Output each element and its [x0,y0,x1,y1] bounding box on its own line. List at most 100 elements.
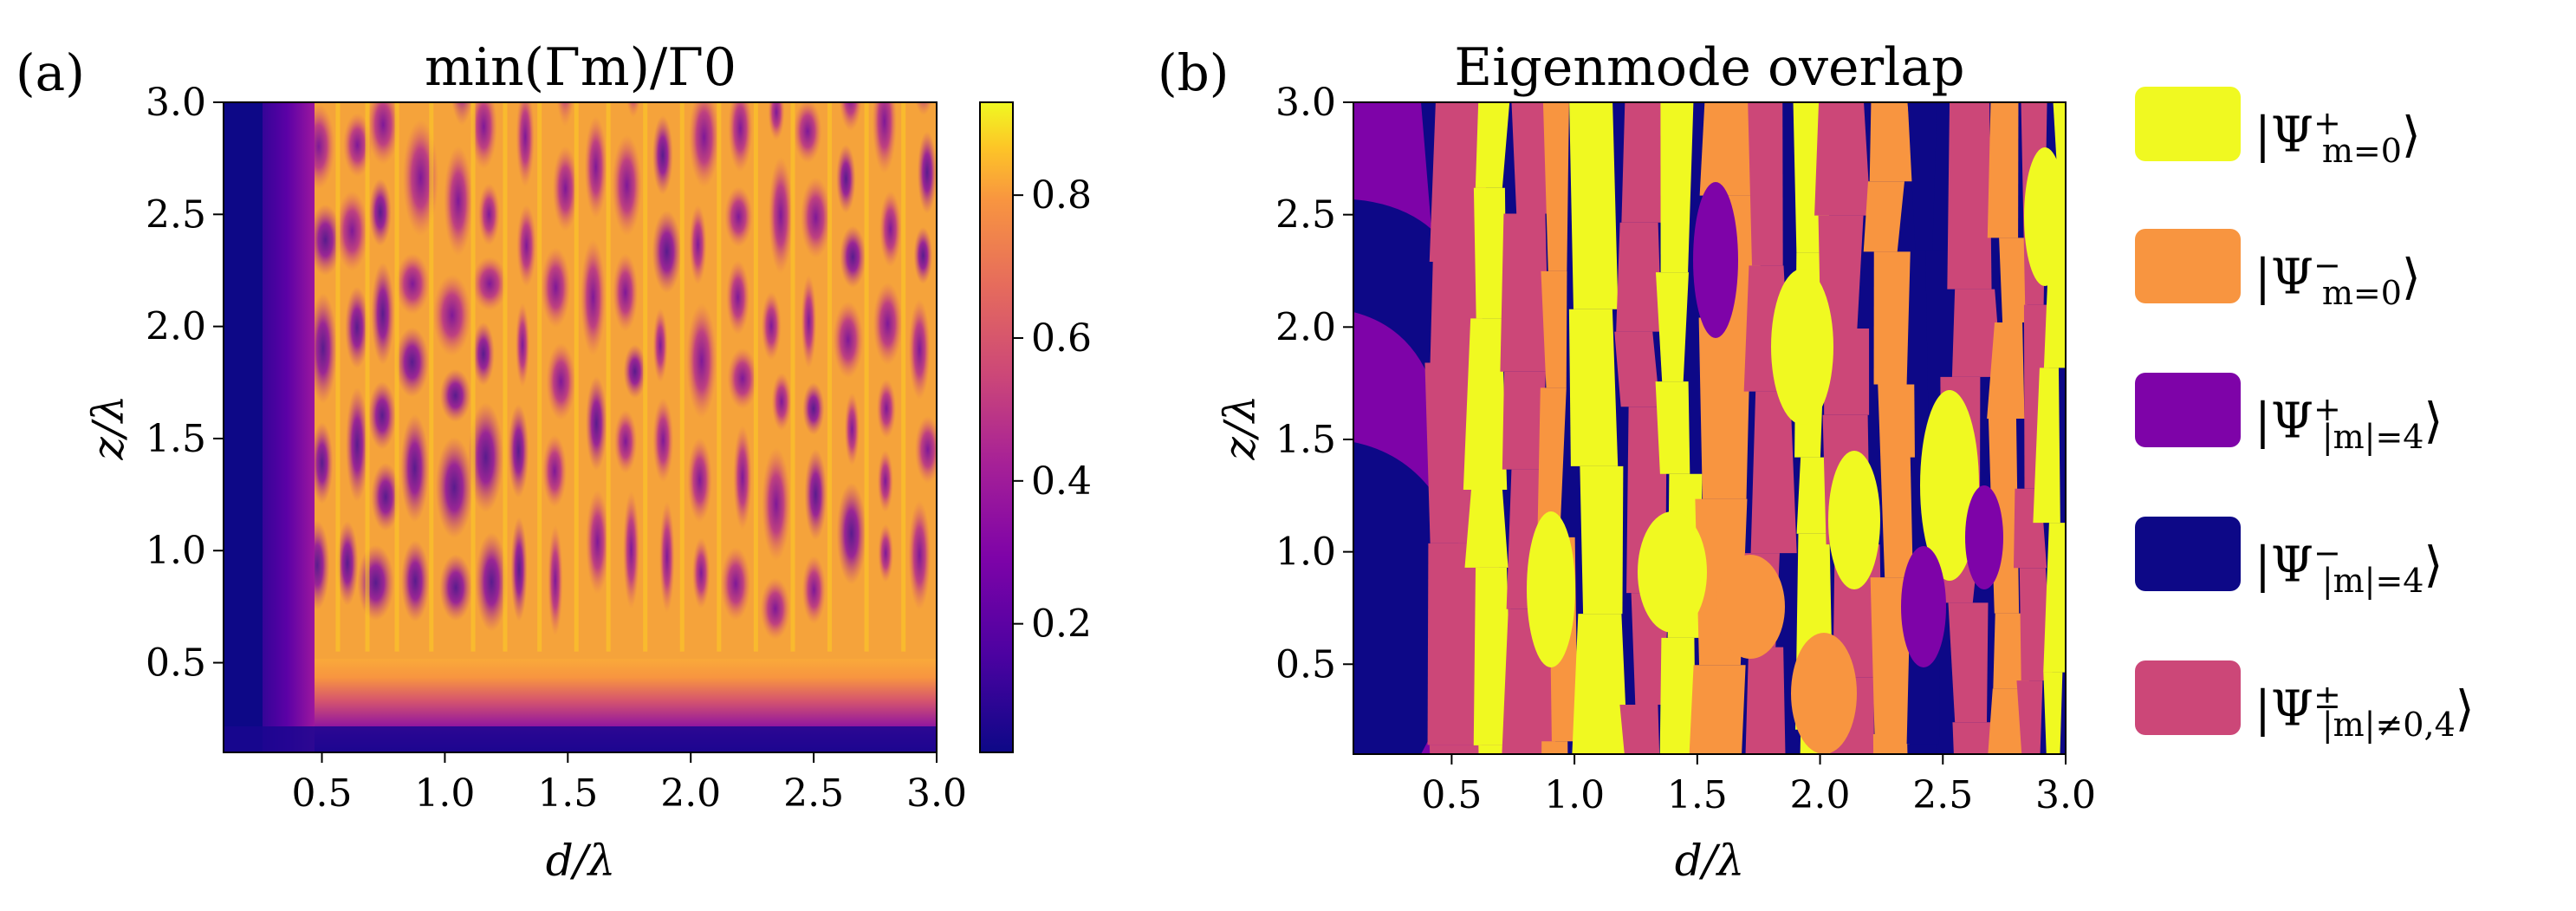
legend-swatch [2135,517,2241,591]
heatmap-a-cell [468,402,503,513]
overlap-region [1693,182,1738,338]
colorbar [980,102,1013,752]
legend-item-psi-minus-m0: |Ψ−m=0⟩ [2132,229,2565,316]
heatmap-a-cell [908,500,931,610]
heatmap-a-cell [914,415,937,484]
legend-label: |Ψ±|m|≠0,4⟩ [2255,678,2475,744]
heatmap-a-cell [395,327,430,398]
heatmap-a-cell [515,303,530,387]
overlap-region [1948,602,1989,723]
overlap-region [1655,381,1690,474]
heatmap-a-cell [346,387,369,503]
heatmap-a-cell [879,191,902,268]
heatmap-a-cell [308,204,342,277]
legend-swatch [2135,373,2241,447]
a-xtick-label: 0.5 [292,771,353,816]
heatmap-a-cell [585,375,607,472]
heatmap-a-cell [626,102,640,118]
overlap-region [1502,371,1547,470]
heatmap-a-cell [435,436,473,538]
heatmap-a-cell [516,204,536,288]
overlap-region [1429,745,1482,754]
panel-label-b: (b) [1158,43,1229,102]
heatmap-a [224,102,937,752]
heatmap-a-cell [584,115,607,218]
heatmap-a-cell [836,482,866,585]
heatmap-a-cell [689,205,707,285]
heatmap-a-cell [872,102,897,174]
overlap-region [1473,187,1507,319]
overlap-region [1814,102,1871,216]
heatmap-a-cell [345,286,369,369]
heatmap-a-cell [804,448,827,541]
overlap-region [1424,362,1479,543]
heatmap-a-cell [761,291,782,361]
b-xtick-label: 2.5 [1912,773,1973,817]
heatmap-a-cell [439,554,472,621]
overlap-region [1473,567,1513,745]
legend-label: |Ψ+|m|=4⟩ [2255,390,2443,456]
overlap-region [1699,102,1757,196]
heatmap-a-cell [542,434,568,508]
heatmap-a-cell [357,544,394,621]
heatmap-a-cell [367,102,399,165]
heatmap-a-cell [613,253,639,332]
overlap-region [1619,705,1660,754]
legend-swatch [2135,660,2241,735]
heatmap-a-cell [308,293,337,404]
overlap-region [1689,665,1746,754]
heatmap-a-cell [724,185,753,248]
a-ytick-label: 2.0 [146,305,206,349]
heatmap-a-cell [516,102,535,187]
overlap-region [1748,102,1783,266]
heatmap-a-cell [727,348,758,410]
heatmap-a-cell [760,577,791,641]
overlap-region [1999,238,2028,322]
heatmap-a-cell [652,397,674,483]
overlap-region [1621,102,1664,223]
overlap-region [1464,489,1509,568]
heatmap-a-cell [510,517,528,622]
overlap-region [2016,680,2043,754]
axes-a: 0.5 1.0 1.5 2.0 2.5 3.0 0.5 1.0 1.5 2.0 2.5 3.0 [146,81,967,816]
legend-item-psi-plus-m4: |Ψ+|m|=4⟩ [2132,373,2565,459]
heatmap-a-cell [844,392,860,466]
overlap-region [1638,511,1707,633]
overlap-region [1878,384,1917,578]
overlap-region [1541,270,1567,388]
overlap-region [1873,251,1911,385]
heatmap-a-cell [726,260,750,335]
heatmap-a-cell [552,146,579,231]
overlap-region [2043,523,2066,673]
heatmap-a-cell [368,381,397,450]
heatmap-a-cell [833,301,864,379]
heatmap-a-cell [915,102,932,115]
overlap-region [1907,102,1937,251]
colorbar-tick-label: 0.8 [1031,173,1092,218]
overlap-region [1580,465,1624,615]
plot-frame-b [1353,101,2067,755]
heatmap-a-cell [623,344,646,399]
overlap-region [1872,734,1910,754]
heatmap-a-cell [444,146,473,257]
overlap-region [2033,368,2060,524]
heatmap-a-cell [689,102,720,188]
region-stripes [1424,102,2066,754]
overlap-region [2043,672,2063,754]
overlap-region [1951,289,2002,377]
overlap-region [1500,213,1549,372]
colorbar-tick-label: 0.6 [1031,316,1092,361]
a-xtick-label: 1.0 [414,771,475,816]
heatmap-a-cell [508,404,529,498]
legend-item-psi-pm-other: |Ψ±|m|≠0,4⟩ [2132,660,2565,747]
a-ytick-label: 2.5 [146,192,206,237]
heatmap-a-cell [369,179,392,246]
x-axis-label-a: d/λ [546,836,616,886]
heatmap-a-cell [336,520,359,606]
heatmap-a-cell [310,421,334,504]
heatmap-a-cell [586,489,610,595]
b-ytick-label: 1.0 [1275,530,1336,575]
heatmap-a-cell [728,102,753,172]
overlap-region [1818,215,1864,329]
legend-label: |Ψ−|m|=4⟩ [2255,534,2443,600]
